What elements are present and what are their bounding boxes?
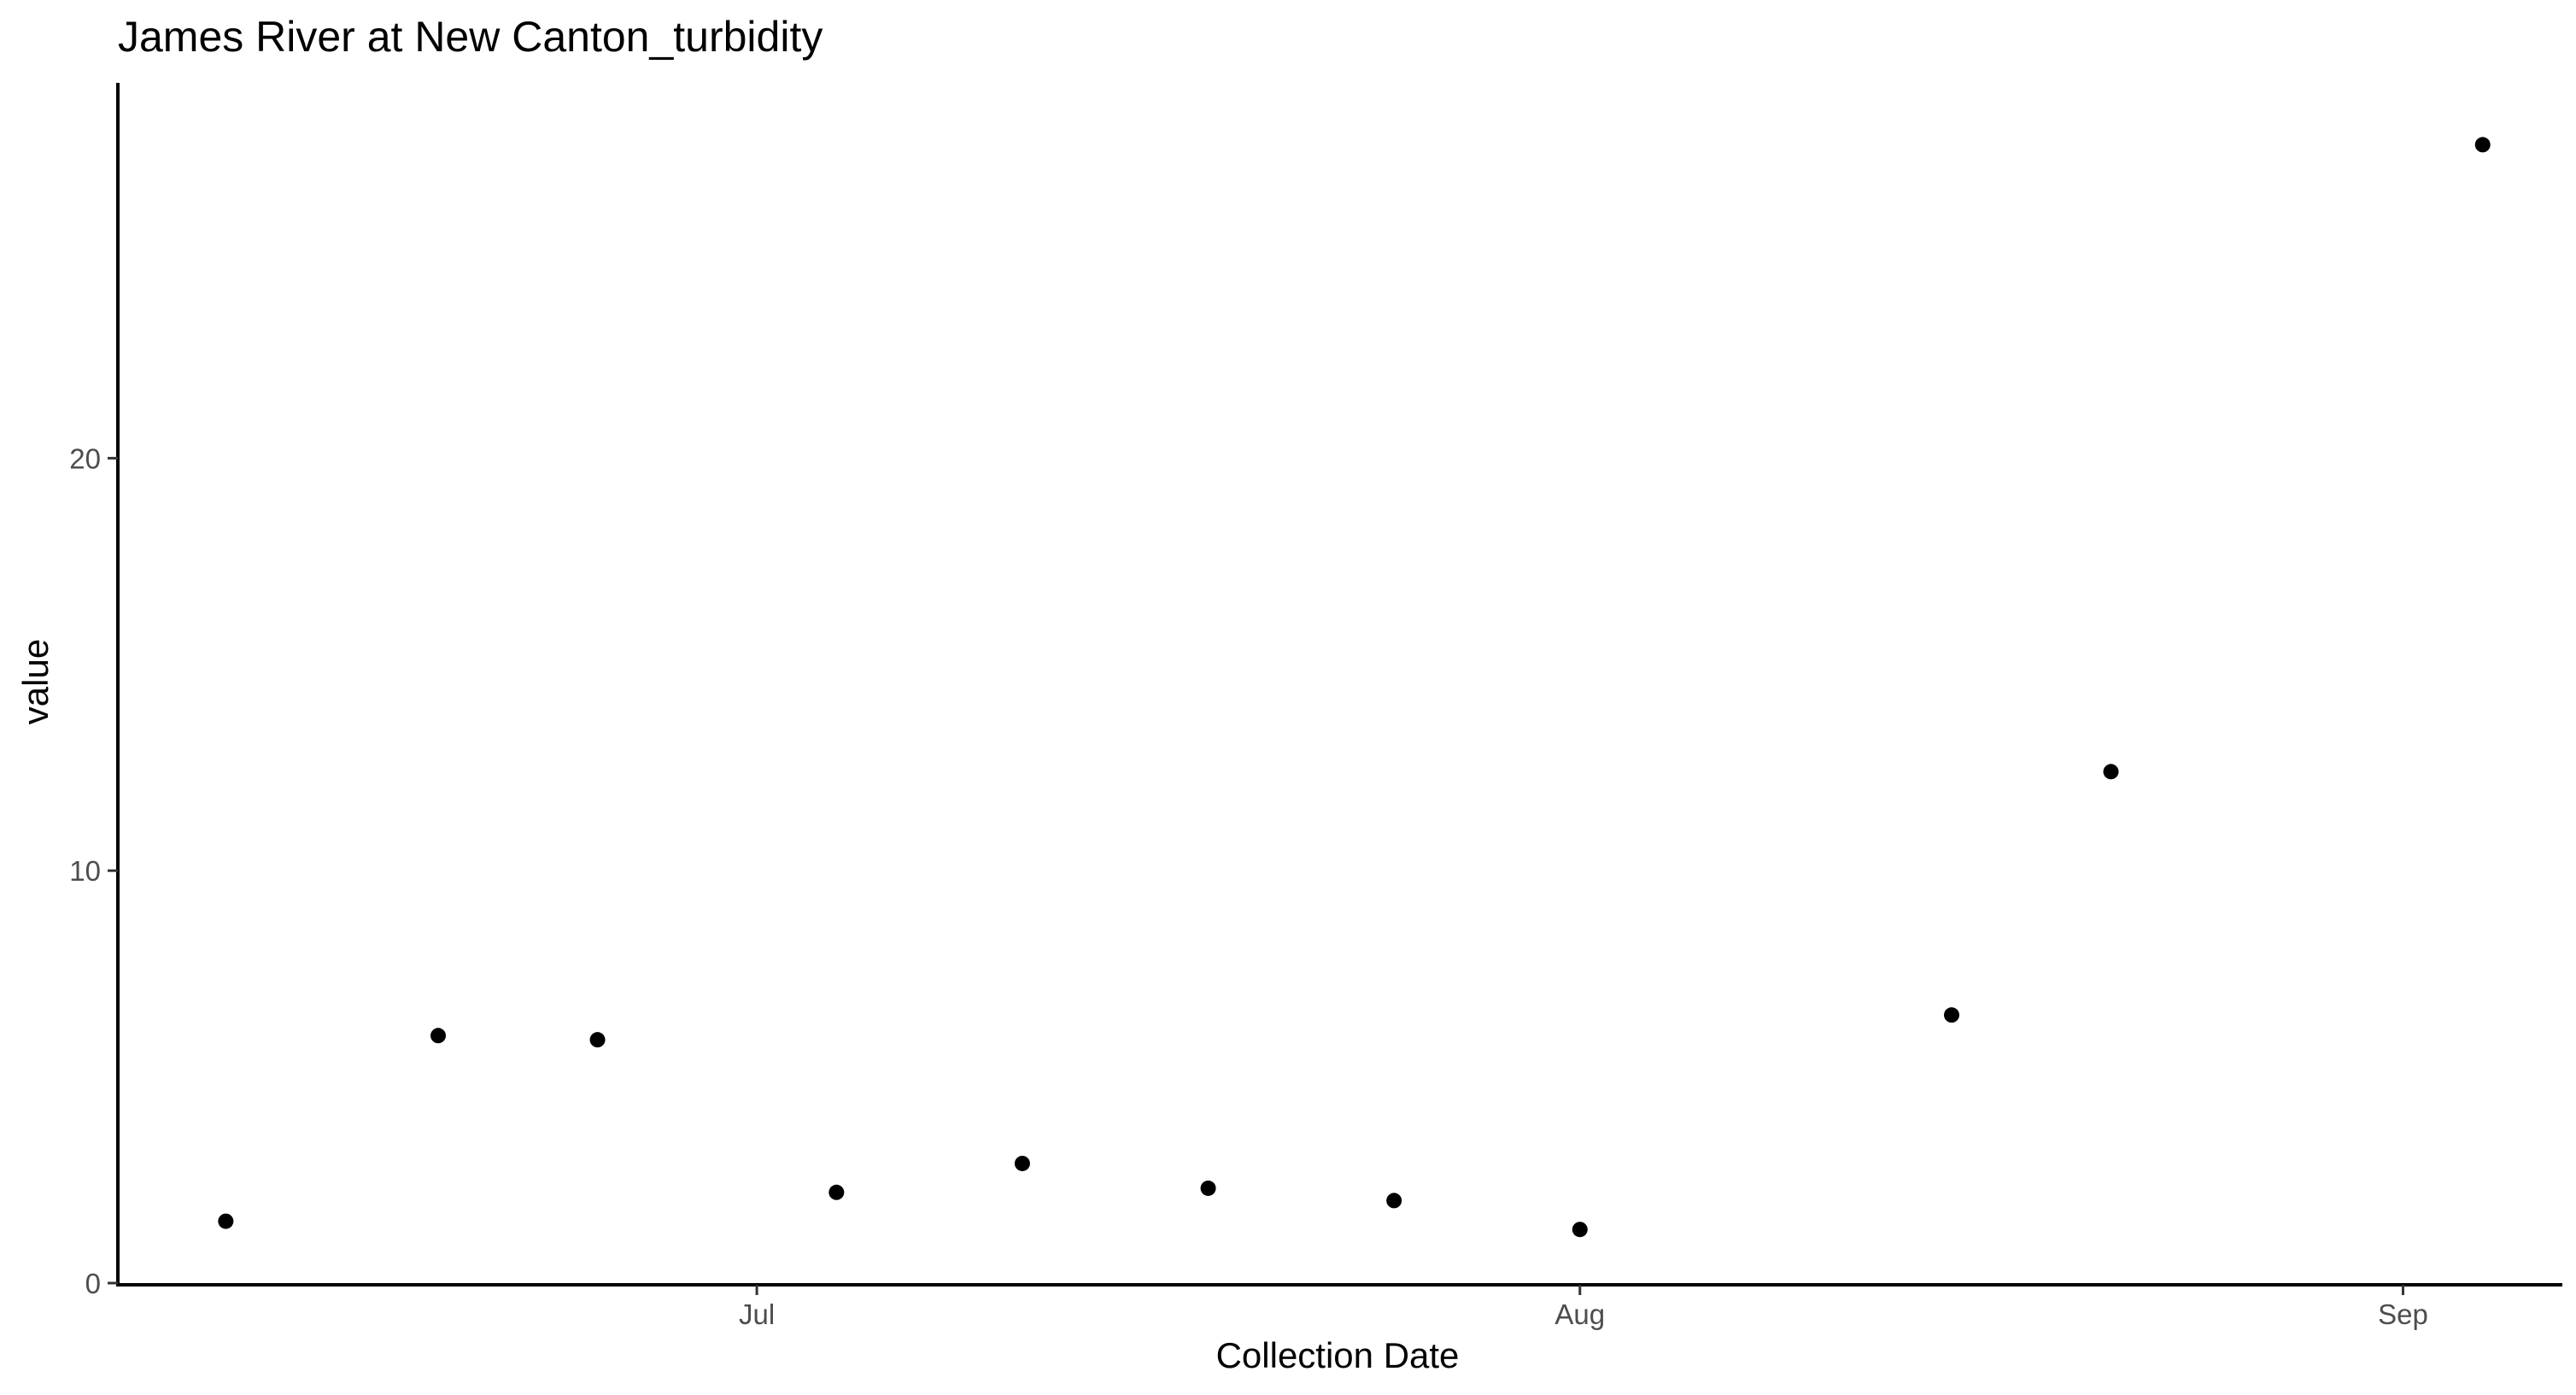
data-point: [2103, 764, 2119, 780]
x-tick-label: Aug: [1554, 1298, 1605, 1330]
y-tick-label: 0: [85, 1268, 101, 1299]
data-point: [1944, 1007, 1959, 1023]
data-point: [2474, 137, 2491, 153]
y-axis-title: value: [15, 639, 56, 724]
y-axis-ticks: 0 10 20: [69, 443, 118, 1299]
data-point: [589, 1032, 606, 1048]
data-point: [1014, 1155, 1030, 1171]
y-tick-label: 20: [69, 443, 101, 474]
data-point: [1200, 1180, 1216, 1196]
data-points: [218, 137, 2491, 1238]
chart-title: James River at New Canton_turbidity: [118, 13, 823, 61]
x-tick-label: Sep: [2378, 1298, 2428, 1330]
data-point: [1386, 1193, 1402, 1209]
data-point: [218, 1213, 234, 1229]
x-axis-title: Collection Date: [1216, 1335, 1460, 1375]
data-point: [430, 1028, 447, 1044]
x-axis-ticks: Jul Aug Sep: [739, 1285, 2428, 1330]
x-tick-label: Jul: [739, 1298, 775, 1330]
data-point: [1572, 1222, 1588, 1238]
y-tick-label: 10: [69, 855, 101, 887]
data-point: [828, 1184, 845, 1200]
